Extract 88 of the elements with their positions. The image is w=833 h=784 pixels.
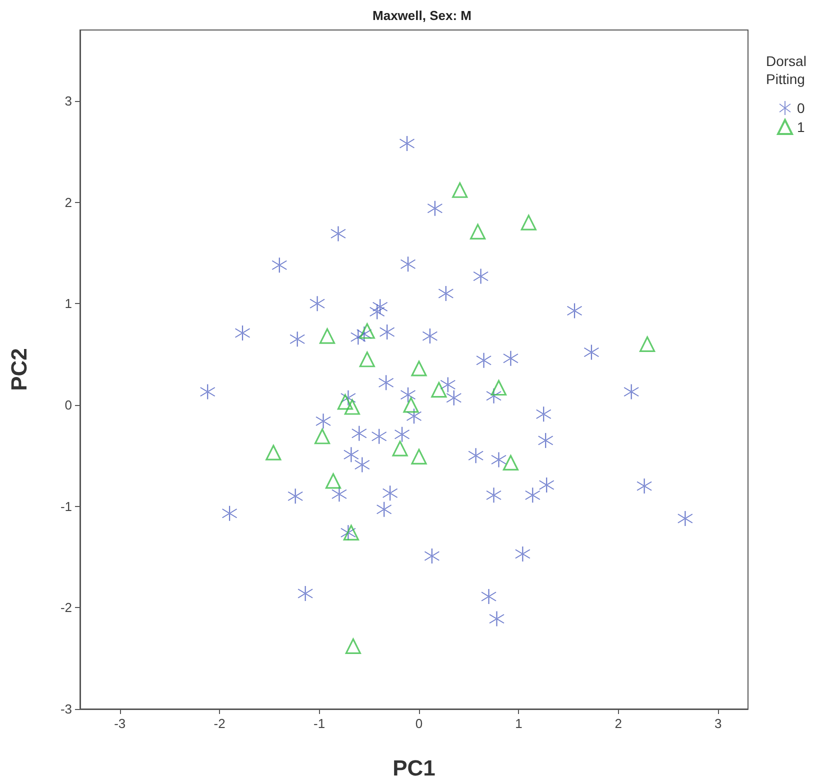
point <box>490 380 507 396</box>
point <box>344 399 360 415</box>
point <box>298 586 313 601</box>
point <box>584 344 599 360</box>
point <box>424 548 440 564</box>
point <box>403 397 419 413</box>
x-tick-label: -1 <box>314 716 326 731</box>
point <box>288 488 303 504</box>
legend-title: Dorsal Pitting <box>766 53 806 87</box>
point <box>422 328 438 344</box>
point <box>382 486 398 501</box>
point <box>624 384 639 400</box>
point <box>446 390 462 406</box>
point <box>400 136 415 152</box>
point <box>476 352 492 368</box>
point <box>678 510 693 526</box>
point <box>319 328 336 344</box>
point <box>427 200 442 216</box>
point <box>503 350 518 366</box>
point <box>438 286 454 301</box>
point <box>290 332 305 347</box>
x-tick-label: 0 <box>415 716 423 731</box>
point <box>378 375 394 390</box>
point <box>502 454 519 471</box>
point <box>520 214 536 230</box>
legend-label: 0 <box>797 100 805 116</box>
point <box>222 506 238 521</box>
point <box>468 448 484 464</box>
y-tick-label: -1 <box>60 498 72 514</box>
x-tick-label: -2 <box>214 716 226 731</box>
point <box>330 226 346 242</box>
y-tick-label: 1 <box>64 296 72 312</box>
point <box>359 323 375 339</box>
point <box>440 377 456 392</box>
point <box>411 448 427 464</box>
point <box>481 589 496 604</box>
y-tick-label: 2 <box>64 194 72 210</box>
point <box>310 296 325 312</box>
x-tick-label: 3 <box>714 716 722 731</box>
point <box>567 303 582 318</box>
point <box>272 258 287 273</box>
point <box>473 268 488 284</box>
legend-label: 1 <box>797 119 805 135</box>
y-tick-label: 3 <box>64 93 72 108</box>
x-tick-label: -3 <box>114 716 126 731</box>
point <box>486 488 502 503</box>
point <box>452 182 468 198</box>
point <box>314 428 330 444</box>
x-tick-label: 2 <box>614 716 622 731</box>
point <box>359 352 375 368</box>
point <box>538 432 554 448</box>
point <box>470 224 486 240</box>
point <box>352 426 367 441</box>
point <box>316 414 331 429</box>
point <box>489 611 504 626</box>
x-axis-title: PC1 <box>392 756 436 780</box>
point <box>640 336 656 352</box>
point <box>343 524 359 540</box>
point <box>636 478 652 494</box>
chart-title: Maxwell, Sex: M <box>372 8 472 23</box>
point <box>539 478 554 493</box>
point <box>376 502 392 517</box>
x-tick-label: 1 <box>515 716 522 731</box>
point <box>400 256 416 272</box>
y-tick-label: 0 <box>64 397 72 412</box>
point <box>380 324 395 340</box>
point <box>525 488 540 503</box>
y-axis-title: PC2 <box>6 348 32 391</box>
y-tick-label: -2 <box>60 600 72 616</box>
point <box>344 447 359 462</box>
point <box>392 440 408 456</box>
point <box>515 546 530 562</box>
point <box>266 444 282 460</box>
point <box>394 426 410 442</box>
point <box>370 304 385 320</box>
y-tick-label: -3 <box>60 702 72 716</box>
point <box>337 394 354 410</box>
point <box>325 473 342 489</box>
point <box>235 326 250 341</box>
point <box>411 360 427 376</box>
point <box>431 382 447 398</box>
point <box>372 428 387 444</box>
point <box>332 486 347 502</box>
point <box>536 406 552 422</box>
point <box>491 452 506 468</box>
point <box>345 638 361 654</box>
point <box>200 384 216 400</box>
point <box>354 457 370 472</box>
